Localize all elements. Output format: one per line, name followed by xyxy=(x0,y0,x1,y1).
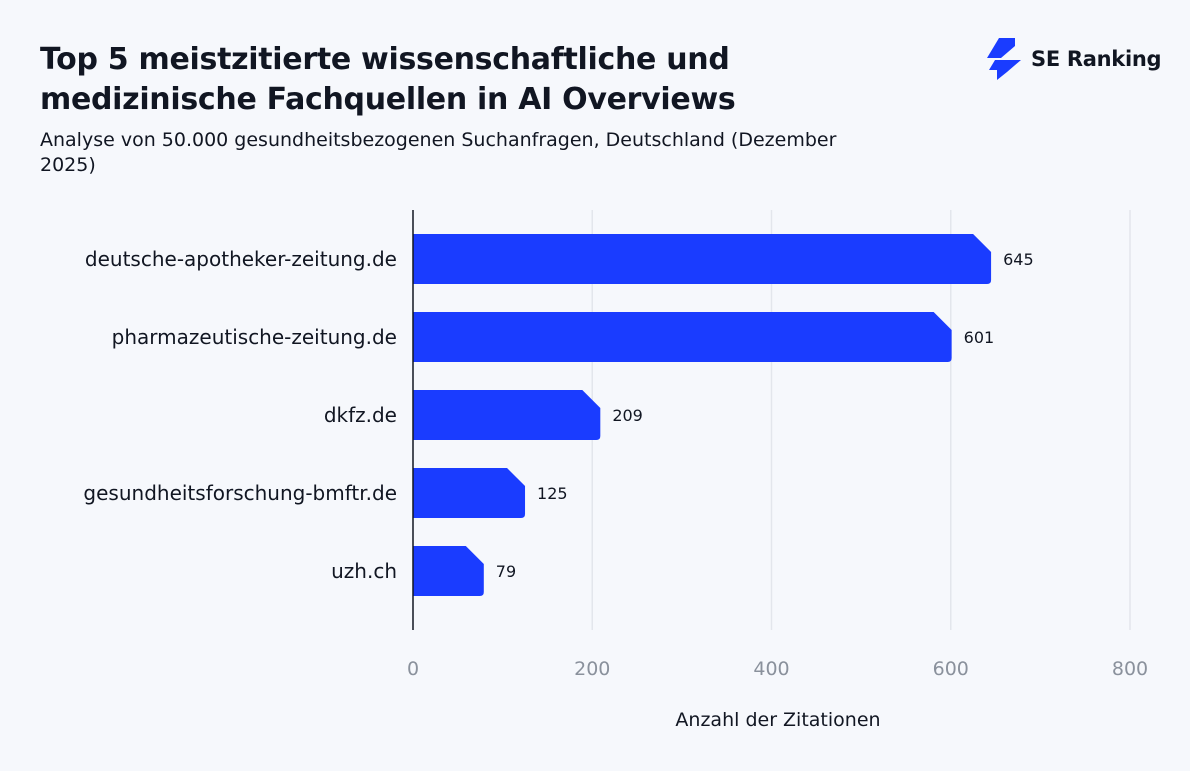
chart-subtitle: Analyse von 50.000 gesundheitsbezogenen … xyxy=(40,129,837,176)
data-label: 79 xyxy=(496,562,516,581)
logo-text: SE Ranking xyxy=(1031,47,1162,71)
x-tick-label: 600 xyxy=(933,658,969,680)
bar xyxy=(413,546,484,596)
x-tick-label: 200 xyxy=(574,658,610,680)
bar xyxy=(413,390,601,440)
x-tick-label: 0 xyxy=(407,658,419,680)
data-label: 125 xyxy=(537,484,568,503)
category-label: deutsche-apotheker-zeitung.de xyxy=(85,247,397,271)
data-label: 209 xyxy=(612,406,643,425)
se-ranking-logo: SE Ranking xyxy=(985,38,1162,80)
x-tick-label: 400 xyxy=(753,658,789,680)
category-label: pharmazeutische-zeitung.de xyxy=(112,325,397,349)
data-label: 645 xyxy=(1003,250,1034,269)
chart-title: Top 5 meistzitierte wissenschaftliche un… xyxy=(40,42,736,117)
x-axis-label: Anzahl der Zitationen xyxy=(675,709,880,731)
data-label: 601 xyxy=(964,328,995,347)
bar xyxy=(413,468,526,518)
x-tick-label: 800 xyxy=(1112,658,1148,680)
category-label: gesundheitsforschung-bmftr.de xyxy=(83,481,397,505)
category-label: uzh.ch xyxy=(331,559,397,583)
logo-bolt-icon xyxy=(987,38,1021,80)
category-label: dkfz.de xyxy=(324,403,397,427)
bar xyxy=(413,312,952,362)
bar xyxy=(413,234,992,284)
